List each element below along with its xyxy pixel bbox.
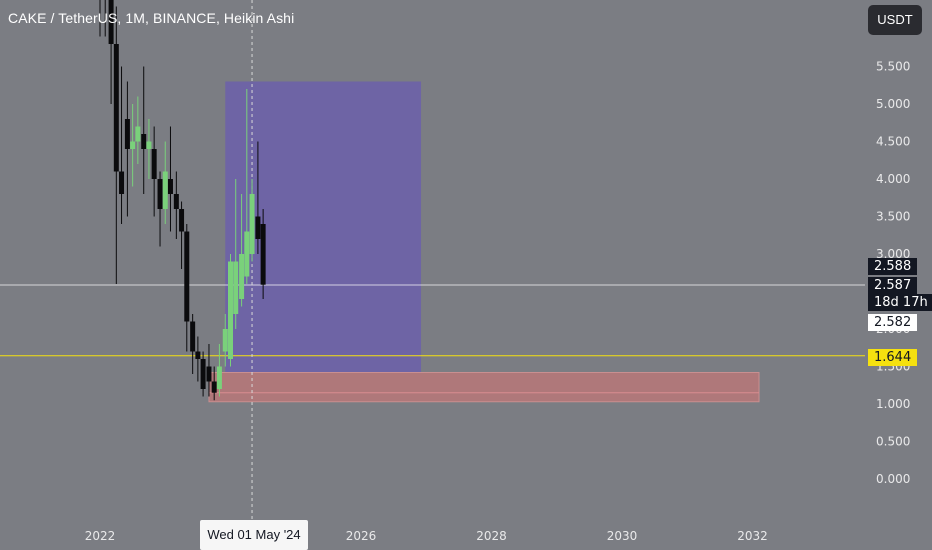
candle-body bbox=[179, 209, 185, 232]
candle-body bbox=[244, 231, 250, 277]
candle-body bbox=[157, 179, 163, 209]
candle bbox=[167, 126, 173, 232]
x-tick-label: 2030 bbox=[607, 529, 638, 543]
candle-body bbox=[113, 44, 119, 172]
candles-layer bbox=[99, 0, 266, 401]
candle-body bbox=[260, 224, 266, 285]
candle bbox=[162, 141, 168, 224]
candle bbox=[184, 224, 190, 352]
candle bbox=[216, 344, 222, 397]
crosshair-date-label: Wed 01 May '24 bbox=[200, 520, 308, 550]
candle-body bbox=[184, 231, 190, 322]
levels-layer bbox=[0, 284, 865, 357]
chart-title: CAKE / TetherUS, 1M, BINANCE, Heikin Ash… bbox=[8, 10, 295, 26]
candle bbox=[130, 104, 136, 187]
candle-body bbox=[195, 351, 201, 359]
candle bbox=[157, 171, 163, 247]
candle bbox=[249, 179, 255, 262]
candle-body bbox=[216, 366, 222, 389]
candle bbox=[113, 6, 119, 284]
price-tag-last: 2.587 bbox=[868, 277, 918, 294]
y-tick-label: 5.500 bbox=[876, 60, 910, 74]
price-tag-low: 2.582 bbox=[868, 314, 918, 331]
time-axis[interactable]: 2022 2026 2028 2030 2032 bbox=[85, 529, 768, 543]
candle bbox=[233, 179, 239, 329]
candle-body bbox=[200, 359, 206, 389]
candle bbox=[141, 66, 147, 194]
candle bbox=[200, 351, 206, 397]
x-tick-label: 2026 bbox=[346, 529, 377, 543]
candle bbox=[108, 0, 114, 104]
x-tick-label: 2022 bbox=[85, 529, 116, 543]
candle bbox=[119, 66, 125, 224]
candle-body bbox=[135, 126, 141, 142]
candle-body bbox=[151, 149, 157, 179]
y-tick-label: 0.000 bbox=[876, 472, 910, 486]
candle bbox=[124, 81, 130, 217]
y-tick-label: 0.500 bbox=[876, 435, 910, 449]
y-tick-label: 4.000 bbox=[876, 172, 910, 186]
level-price-tag: 1.644 bbox=[868, 349, 918, 366]
candle-body bbox=[167, 179, 173, 194]
candle bbox=[239, 194, 245, 307]
candle-body bbox=[255, 216, 261, 239]
support-zone bbox=[208, 372, 760, 403]
candle-body bbox=[124, 119, 130, 149]
candle-body bbox=[228, 261, 233, 359]
candle bbox=[206, 344, 212, 397]
target-zone bbox=[225, 81, 422, 373]
candle bbox=[244, 89, 250, 284]
price-tag-high: 2.588 bbox=[868, 258, 918, 275]
zones-layer bbox=[208, 81, 760, 403]
candle-body bbox=[239, 254, 245, 299]
candle bbox=[151, 126, 157, 217]
candle bbox=[255, 141, 261, 254]
candle bbox=[195, 336, 201, 382]
candle-body bbox=[222, 329, 228, 352]
candle-body bbox=[233, 261, 239, 314]
candle-body bbox=[190, 321, 196, 352]
y-tick-label: 5.000 bbox=[876, 97, 910, 111]
candle bbox=[260, 209, 266, 299]
x-tick-label: 2032 bbox=[737, 529, 768, 543]
candle-body bbox=[206, 366, 212, 382]
candle bbox=[173, 171, 179, 239]
candle-body bbox=[211, 381, 217, 393]
candle-body bbox=[146, 141, 152, 149]
candle bbox=[190, 314, 196, 374]
candle-body bbox=[130, 141, 136, 149]
candle-body bbox=[249, 194, 255, 254]
candle bbox=[228, 254, 233, 367]
candle-body bbox=[108, 0, 114, 44]
candle-body bbox=[162, 171, 168, 209]
candle bbox=[146, 119, 152, 179]
candle-body bbox=[141, 134, 147, 149]
candle bbox=[211, 366, 217, 401]
candle bbox=[179, 201, 185, 269]
candle bbox=[135, 96, 141, 164]
candle bbox=[222, 314, 228, 367]
candle-body bbox=[173, 194, 179, 209]
y-tick-label: 3.500 bbox=[876, 210, 910, 224]
y-tick-label: 3.000 bbox=[876, 247, 910, 261]
currency-button[interactable]: USDT bbox=[868, 5, 922, 35]
y-tick-label: 4.500 bbox=[876, 135, 910, 149]
x-tick-label: 2028 bbox=[476, 529, 507, 543]
bar-countdown: 18d 17h bbox=[868, 294, 932, 311]
candle-body bbox=[119, 171, 125, 194]
y-tick-label: 1.000 bbox=[876, 397, 910, 411]
